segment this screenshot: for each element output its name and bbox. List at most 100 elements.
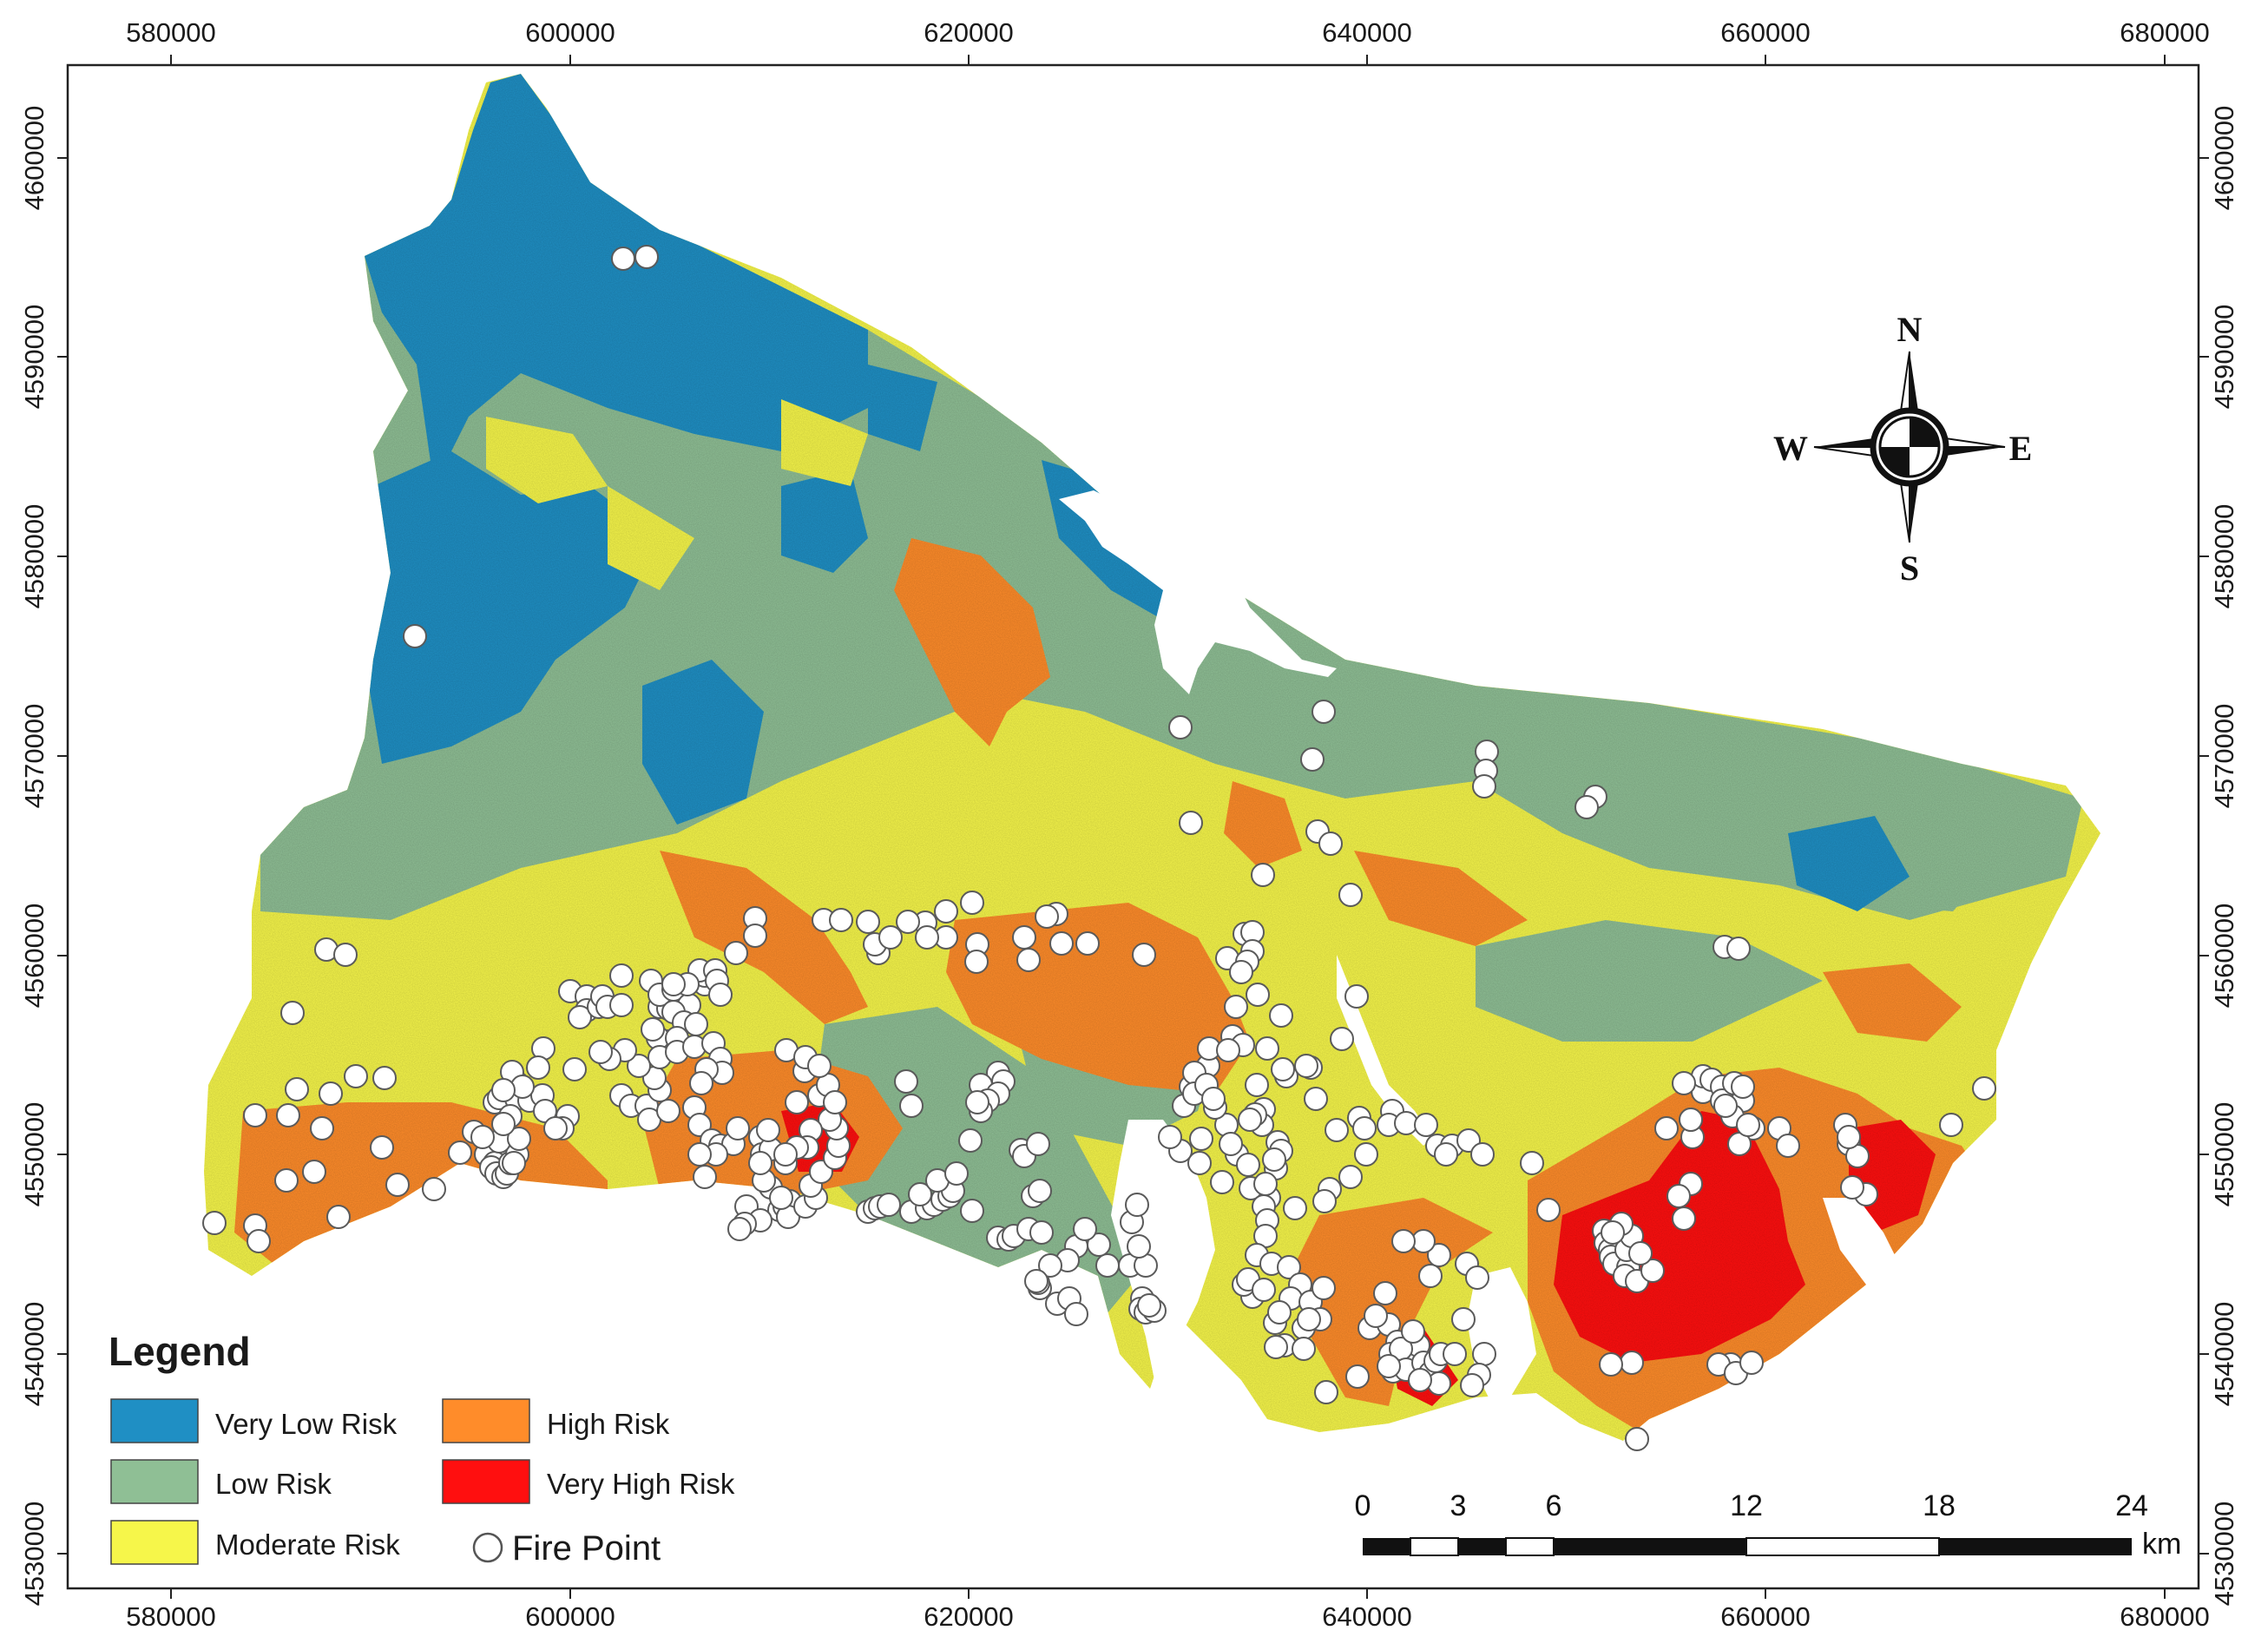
fire-point-marker xyxy=(1840,1175,1864,1200)
fire-point-marker xyxy=(829,908,853,932)
fire-point-marker xyxy=(344,1064,368,1088)
fire-point-marker xyxy=(1338,1165,1363,1189)
fire-point-marker xyxy=(1314,1380,1338,1404)
fire-point-marker xyxy=(964,950,989,974)
fire-point-marker xyxy=(1739,1351,1764,1375)
fire-point-marker xyxy=(1168,715,1193,740)
fire-point-marker xyxy=(1300,747,1325,772)
fire-point-marker xyxy=(247,1229,271,1253)
fire-point-marker xyxy=(1414,1113,1438,1137)
fire-point-marker xyxy=(1267,1300,1292,1325)
fire-point-marker xyxy=(1304,1087,1328,1111)
fire-point-marker xyxy=(1028,1179,1052,1203)
fire-point-marker xyxy=(1127,1234,1151,1259)
legend-title: Legend xyxy=(108,1329,251,1374)
fire-point-marker xyxy=(656,1099,680,1123)
fire-point-marker xyxy=(1038,1253,1062,1278)
fire-point-marker xyxy=(1035,904,1059,929)
fire-point-marker xyxy=(609,993,634,1017)
fire-point-marker xyxy=(568,1005,592,1029)
fire-point-marker xyxy=(588,1040,613,1064)
fire-point-marker xyxy=(743,924,767,948)
fire-point-marker xyxy=(727,1217,752,1241)
fire-point-marker xyxy=(1460,1373,1484,1397)
fire-point-marker xyxy=(1012,925,1036,950)
fire-point-marker xyxy=(502,1151,526,1175)
fire-point-marker xyxy=(627,1054,651,1078)
fire-point-marker xyxy=(684,1012,708,1036)
fire-point-marker xyxy=(333,943,358,967)
fire-point-marker xyxy=(1344,984,1369,1009)
scale-label: 24 xyxy=(2115,1489,2148,1522)
fire-point-marker xyxy=(899,1094,924,1118)
y-tick-label: 4530000 xyxy=(2209,1502,2239,1607)
fire-point-marker xyxy=(274,1168,299,1193)
y-tick-label: 4550000 xyxy=(19,1102,49,1207)
legend-swatch-very-low xyxy=(110,1398,199,1443)
x-tick-label: 640000 xyxy=(1322,17,1411,48)
x-tick-label: 620000 xyxy=(924,1601,1013,1632)
fire-point-marker xyxy=(756,1118,780,1142)
compass-north-label: N xyxy=(1897,310,1923,349)
fire-point-marker xyxy=(1245,1073,1269,1097)
fire-point-marker xyxy=(908,1182,932,1206)
y-tick-label: 4560000 xyxy=(19,904,49,1009)
fire-point-marker xyxy=(1132,943,1156,967)
fire-point-marker xyxy=(1472,1342,1496,1366)
fire-point-marker xyxy=(1253,1172,1278,1196)
scale-label: 0 xyxy=(1355,1489,1371,1522)
legend-label-very-high: Very High Risk xyxy=(547,1468,735,1500)
compass-south-label: S xyxy=(1900,549,1919,588)
fire-point-marker xyxy=(448,1141,472,1165)
fire-point-marker xyxy=(1049,931,1074,956)
y-tick-label: 4540000 xyxy=(19,1302,49,1407)
fire-point-marker xyxy=(748,1151,772,1175)
legend-label-high: High Risk xyxy=(547,1408,670,1440)
fire-point-marker xyxy=(1271,1057,1295,1081)
fire-point-marker xyxy=(1679,1108,1703,1132)
fire-point-marker xyxy=(877,1193,901,1217)
fire-point-marker xyxy=(1352,1116,1377,1141)
fire-point-marker xyxy=(611,247,635,271)
fire-point-marker xyxy=(1401,1319,1425,1344)
x-axis-bottom: 580000 600000 620000 640000 660000 68000… xyxy=(126,1601,2209,1632)
x-tick-label: 600000 xyxy=(525,17,615,48)
fire-point-marker xyxy=(310,1116,334,1141)
fire-point-marker xyxy=(285,1077,309,1101)
fire-point-marker xyxy=(1325,1118,1349,1142)
fire-point-marker xyxy=(543,1116,568,1141)
fire-point-marker xyxy=(1574,795,1599,819)
fire-point-marker xyxy=(1229,960,1253,984)
fire-point-marker xyxy=(1640,1259,1665,1283)
fire-point-marker xyxy=(491,1112,516,1136)
fire-point-marker xyxy=(1297,1307,1321,1331)
fire-point-marker xyxy=(1338,883,1363,907)
fire-point-marker xyxy=(1713,1094,1738,1118)
fire-point-marker xyxy=(785,1090,809,1114)
fire-point-marker xyxy=(1451,1307,1476,1331)
x-tick-label: 640000 xyxy=(1322,1601,1411,1632)
y-tick-label: 4540000 xyxy=(2209,1302,2239,1407)
fire-point-marker xyxy=(1377,1354,1401,1378)
fire-point-marker xyxy=(1311,1276,1336,1300)
fire-point-marker xyxy=(1201,1087,1226,1111)
scale-label: 12 xyxy=(1730,1489,1763,1522)
fire-point-marker xyxy=(1418,1264,1443,1288)
scale-bar: 0 3 6 12 18 24 km xyxy=(1355,1489,2182,1561)
y-tick-label: 4560000 xyxy=(2209,904,2239,1009)
x-tick-label: 580000 xyxy=(126,17,215,48)
fire-point-marker xyxy=(1434,1142,1458,1167)
fire-point-marker xyxy=(276,1103,300,1127)
fire-point-marker xyxy=(1137,1293,1161,1318)
legend-label-very-low: Very Low Risk xyxy=(215,1408,398,1440)
fire-point-marker xyxy=(1599,1352,1623,1377)
fire-point-marker xyxy=(960,891,984,915)
fire-point-marker xyxy=(1408,1368,1432,1392)
fire-point-marker xyxy=(1672,1071,1696,1095)
fire-point-marker xyxy=(1625,1427,1649,1451)
y-tick-label: 4570000 xyxy=(19,704,49,809)
y-tick-label: 4590000 xyxy=(2209,305,2239,410)
fire-point-marker xyxy=(1972,1076,1996,1101)
fire-point-marker xyxy=(1345,1364,1370,1389)
